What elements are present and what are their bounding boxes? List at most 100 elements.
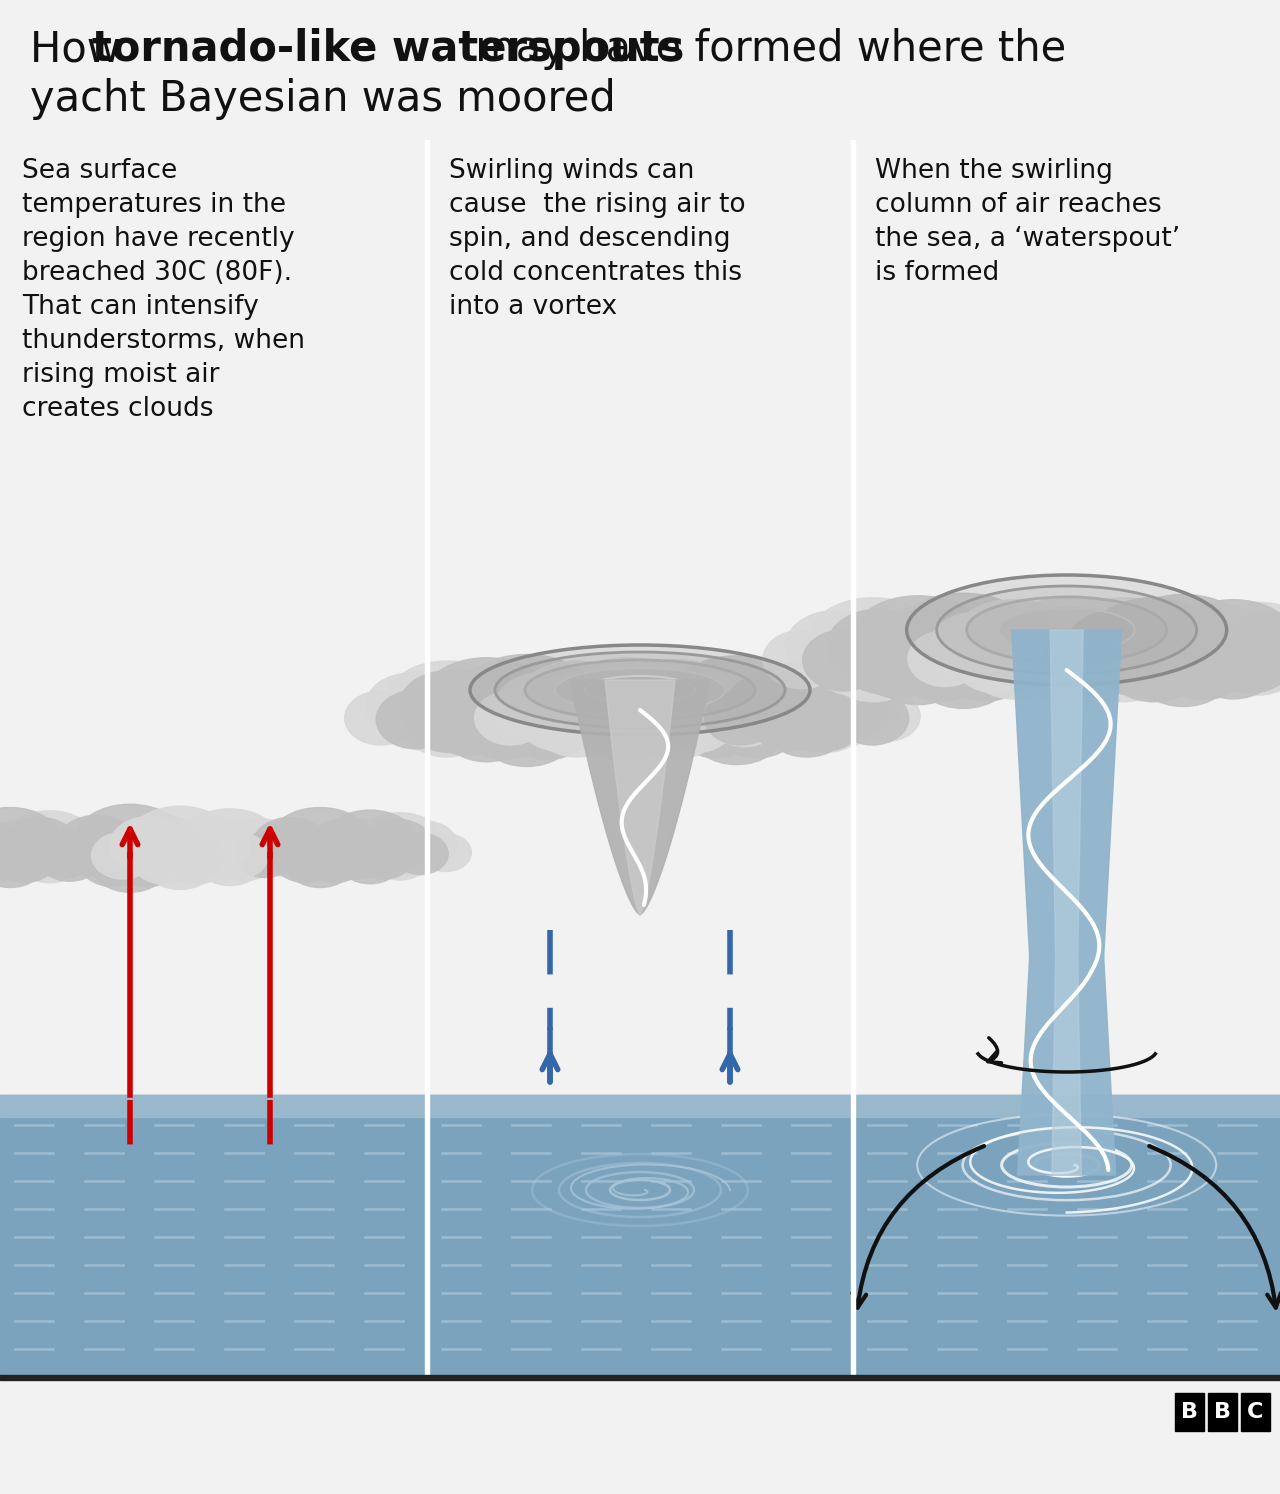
FancyArrowPatch shape: [988, 1038, 1001, 1062]
Ellipse shape: [433, 668, 538, 746]
Ellipse shape: [1009, 630, 1097, 698]
Ellipse shape: [56, 816, 138, 875]
Ellipse shape: [111, 832, 182, 887]
Ellipse shape: [5, 811, 95, 870]
Ellipse shape: [895, 629, 988, 701]
Ellipse shape: [998, 608, 1134, 651]
Ellipse shape: [426, 692, 503, 751]
Ellipse shape: [184, 832, 247, 881]
Bar: [0, 140, 426, 1095]
Ellipse shape: [338, 838, 402, 883]
Ellipse shape: [128, 807, 232, 874]
Text: yacht Bayesian was moored: yacht Bayesian was moored: [29, 78, 616, 120]
Ellipse shape: [539, 671, 636, 743]
Ellipse shape: [562, 690, 645, 753]
Ellipse shape: [73, 834, 127, 874]
FancyArrowPatch shape: [852, 1146, 984, 1307]
Bar: [1242, 1392, 1270, 1431]
Bar: [851, 140, 855, 1374]
Ellipse shape: [364, 819, 433, 870]
Ellipse shape: [1172, 608, 1277, 686]
Ellipse shape: [236, 832, 294, 877]
Ellipse shape: [1107, 636, 1199, 702]
Ellipse shape: [0, 834, 27, 874]
Ellipse shape: [1065, 629, 1148, 693]
Ellipse shape: [165, 819, 237, 871]
Ellipse shape: [809, 598, 938, 683]
Ellipse shape: [567, 672, 658, 740]
Ellipse shape: [214, 832, 275, 881]
Ellipse shape: [705, 692, 777, 746]
Ellipse shape: [516, 668, 621, 746]
Text: B: B: [1213, 1401, 1231, 1422]
Ellipse shape: [812, 630, 896, 695]
Ellipse shape: [659, 690, 737, 748]
Ellipse shape: [253, 832, 311, 875]
Ellipse shape: [326, 834, 387, 878]
Ellipse shape: [394, 822, 457, 868]
Ellipse shape: [477, 696, 576, 766]
Ellipse shape: [1158, 629, 1249, 699]
Ellipse shape: [477, 671, 575, 743]
Ellipse shape: [1114, 595, 1253, 686]
Ellipse shape: [929, 613, 1023, 680]
Ellipse shape: [970, 636, 1057, 699]
Ellipse shape: [1171, 599, 1280, 680]
Ellipse shape: [854, 630, 942, 698]
Bar: [0, 1095, 426, 1118]
Ellipse shape: [143, 838, 216, 889]
Ellipse shape: [292, 834, 347, 874]
Ellipse shape: [614, 660, 739, 741]
Ellipse shape: [727, 669, 828, 744]
Ellipse shape: [864, 611, 961, 683]
Bar: [426, 1095, 854, 1374]
Ellipse shape: [1190, 636, 1276, 699]
Ellipse shape: [870, 636, 966, 705]
Ellipse shape: [131, 832, 198, 884]
Ellipse shape: [1185, 630, 1263, 689]
Ellipse shape: [8, 834, 65, 878]
Ellipse shape: [0, 807, 60, 872]
Ellipse shape: [1065, 611, 1164, 683]
Ellipse shape: [516, 690, 594, 748]
Ellipse shape: [645, 669, 746, 744]
Ellipse shape: [18, 838, 82, 883]
Ellipse shape: [1059, 598, 1188, 683]
Ellipse shape: [952, 608, 1061, 687]
Ellipse shape: [952, 630, 1034, 692]
Ellipse shape: [828, 636, 919, 702]
Text: C: C: [1247, 1401, 1263, 1422]
Bar: [0, 1374, 1280, 1380]
Ellipse shape: [733, 692, 799, 741]
Ellipse shape: [91, 837, 169, 892]
Ellipse shape: [324, 810, 416, 870]
Ellipse shape: [1061, 630, 1146, 695]
Ellipse shape: [689, 696, 785, 765]
Ellipse shape: [196, 838, 264, 886]
Ellipse shape: [110, 817, 188, 874]
Ellipse shape: [593, 672, 686, 741]
Ellipse shape: [607, 692, 678, 746]
Ellipse shape: [442, 696, 532, 762]
Ellipse shape: [148, 832, 206, 875]
Ellipse shape: [495, 672, 586, 740]
Ellipse shape: [1114, 611, 1211, 683]
Ellipse shape: [564, 690, 649, 756]
Ellipse shape: [850, 596, 987, 684]
Ellipse shape: [1117, 629, 1208, 699]
Ellipse shape: [353, 834, 413, 878]
Ellipse shape: [1044, 630, 1119, 687]
Ellipse shape: [672, 690, 760, 757]
Ellipse shape: [827, 610, 928, 684]
Ellipse shape: [1175, 630, 1254, 693]
Ellipse shape: [957, 630, 1039, 692]
Text: tornado-like waterspouts: tornado-like waterspouts: [92, 28, 685, 70]
Ellipse shape: [808, 692, 879, 747]
Bar: [1208, 1392, 1236, 1431]
Ellipse shape: [992, 630, 1073, 693]
Ellipse shape: [1078, 636, 1169, 702]
Ellipse shape: [618, 690, 699, 753]
Ellipse shape: [399, 671, 497, 743]
Ellipse shape: [763, 630, 841, 689]
Ellipse shape: [746, 660, 867, 740]
